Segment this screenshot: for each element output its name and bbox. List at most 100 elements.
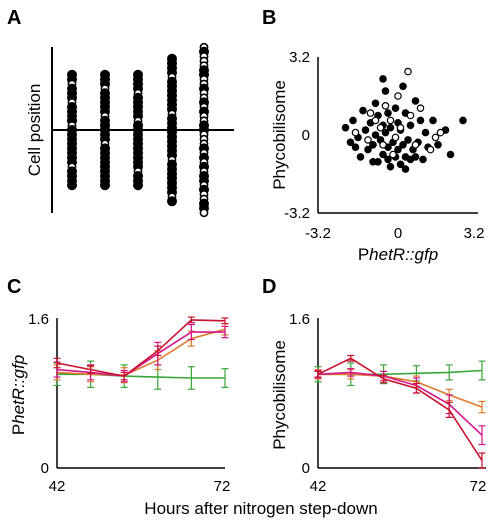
panel-d-line-chart: 1.6 0 42 72 Phycobilisome: [270, 311, 486, 495]
scatter-point-open: [379, 141, 387, 149]
shared-xlabel: Hours after nitrogen step-down: [144, 499, 377, 518]
panel-b-ylabel: Phycobilisome: [270, 80, 289, 190]
scatter-point-filled: [391, 104, 400, 113]
scatter-point-open: [436, 128, 445, 137]
filament-5-cell: [199, 208, 209, 218]
scatter-point-filled: [371, 99, 380, 108]
scatter-point-filled: [361, 126, 370, 134]
panel-c-xtick-right: 72: [214, 478, 231, 495]
panel-d-series-4-line: [317, 357, 483, 461]
panel-d-ytick-top: 1.6: [289, 311, 310, 328]
panel-b-xtick-mid: 0: [394, 225, 402, 242]
panel-c-label: C: [7, 276, 21, 298]
scatter-point-filled: [404, 136, 412, 144]
scatter-point-open: [376, 123, 385, 132]
scatter-point-filled: [416, 116, 425, 125]
panel-d-series-3-errorbar: [478, 425, 486, 446]
scatter-point-filled: [369, 158, 377, 166]
panel-c-series-3-line: [56, 331, 225, 377]
panel-b-ytick-mid: 0: [302, 127, 310, 144]
scatter-point-open: [351, 128, 360, 137]
panel-a-label: A: [7, 7, 21, 29]
scatter-point-filled: [384, 155, 392, 164]
panel-d-series-4-errorbar: [314, 370, 322, 378]
panel-c-series-4-errorbar: [154, 345, 162, 357]
panel-d-series-3-line: [317, 371, 483, 436]
panel-d-series-1-errorbar: [478, 360, 486, 381]
scatter-point-filled: [396, 160, 405, 169]
panel-c-series-3-errorbar: [187, 323, 195, 341]
scatter-point-open: [381, 102, 390, 110]
panel-c-series-4-errorbar: [53, 357, 61, 369]
panel-b-label: B: [262, 7, 276, 29]
scatter-point-open: [431, 133, 440, 142]
panel-c-series-2-line: [56, 328, 226, 377]
panel-d-series-1-errorbar: [445, 364, 453, 381]
filament-4-cell: [167, 196, 177, 207]
panel-c-series-3-errorbar: [221, 325, 229, 339]
scatter-point-filled: [381, 128, 390, 137]
panel-c-series-4-errorbar: [87, 365, 95, 374]
scatter-point-filled: [384, 109, 392, 117]
scatter-point-filled: [386, 162, 395, 171]
panel-b-xlabel-italic: hetR::gfp: [369, 245, 438, 264]
scatter-point-filled: [419, 155, 427, 164]
scatter-point-filled: [379, 75, 387, 83]
scatter-point-filled: [411, 97, 420, 105]
panel-c-series-4-errorbar: [187, 316, 195, 324]
panel-c-series-1-line: [57, 373, 225, 379]
scatter-point-filled: [401, 165, 410, 173]
panel-d-series-3-errorbar: [347, 368, 355, 377]
scatter-point-open: [404, 67, 412, 76]
panel-d-label: D: [262, 276, 276, 298]
panel-d-series-4-errorbar: [445, 401, 453, 418]
scatter-point-filled: [379, 150, 387, 159]
scatter-point-filled: [394, 145, 402, 154]
scatter-point-open: [366, 109, 375, 117]
panel-d-series: [314, 354, 486, 469]
scatter-point-open: [406, 111, 415, 120]
scatter-point-filled: [349, 116, 357, 125]
panel-d-ytick-bottom: 0: [302, 460, 310, 477]
scatter-point-open: [396, 123, 405, 132]
panel-d-series-4-errorbar: [412, 383, 420, 394]
scatter-point-open: [364, 136, 372, 144]
scatter-point-filled: [399, 82, 407, 91]
panel-c-series-4-line: [56, 319, 226, 377]
panel-b-ytick-bottom: -3.2: [284, 205, 310, 222]
scatter-point-open: [416, 104, 425, 113]
panel-c-series: [53, 316, 229, 390]
panel-c-series-4-errorbar: [221, 317, 229, 325]
panel-d-xtick-left: 42: [310, 478, 327, 495]
scatter-point-filled: [421, 128, 430, 137]
scatter-point-filled: [371, 131, 380, 139]
panel-b-xtick-right: 3.2: [464, 225, 485, 242]
panel-c-series-1-errorbar: [187, 366, 195, 390]
panel-c-series-1-errorbar: [221, 368, 229, 388]
panel-b-ytick-top: 3.2: [289, 49, 310, 66]
panel-a-filament-diagram: Cell position: [25, 42, 234, 218]
scatter-point-open: [394, 92, 402, 100]
scatter-point-filled: [459, 116, 467, 125]
panel-d-series-4-errorbar: [347, 354, 355, 362]
scatter-point-filled: [429, 116, 437, 125]
scatter-point-filled: [434, 141, 442, 149]
panel-b-xlabel-prefix: P: [358, 245, 369, 264]
scatter-point-filled: [341, 123, 350, 132]
filaments-group: [67, 42, 209, 218]
filament-2-cell: [100, 180, 110, 191]
panel-c-line-chart: 1.6 0 42 72 PhetR::gfp: [9, 311, 230, 495]
panel-d-ylabel: Phycobilisome: [270, 340, 289, 450]
scatter-point-filled: [386, 123, 395, 132]
scatter-point-filled: [364, 145, 372, 154]
scatter-point-open: [389, 150, 397, 159]
panel-d-series-2-line: [318, 373, 483, 408]
panel-c-xtick-left: 42: [49, 478, 66, 495]
scatter-point-filled: [411, 153, 420, 161]
panel-b-xlabel: PhetR::gfp: [358, 245, 438, 264]
scatter-point-open: [411, 141, 420, 149]
panel-d-series-4-errorbar: [478, 452, 486, 469]
panel-c-series-4-errorbar: [120, 371, 128, 381]
scatter-point-filled: [351, 143, 360, 152]
panel-c-ytick-top: 1.6: [28, 311, 49, 328]
